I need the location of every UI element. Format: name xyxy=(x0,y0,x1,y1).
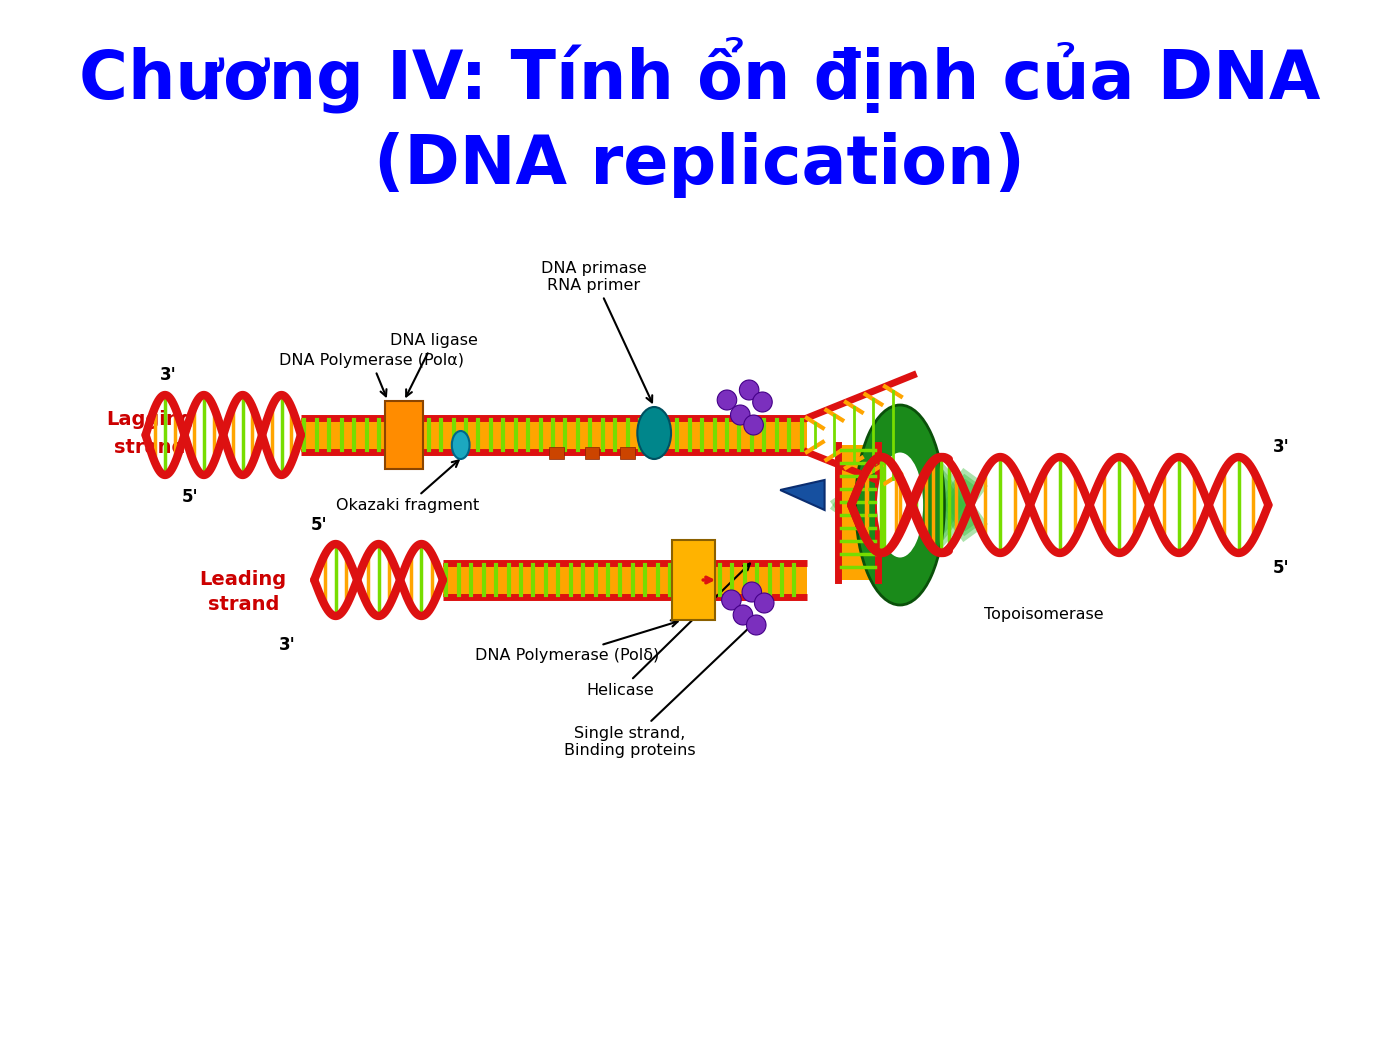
Text: 5': 5' xyxy=(1273,559,1290,577)
Bar xyxy=(838,445,877,580)
Ellipse shape xyxy=(744,415,764,435)
Text: strand: strand xyxy=(207,595,278,614)
Ellipse shape xyxy=(753,392,772,412)
Text: DNA Polymerase (Polδ): DNA Polymerase (Polδ) xyxy=(476,620,677,663)
Ellipse shape xyxy=(730,405,750,425)
Ellipse shape xyxy=(877,452,923,557)
Text: Single strand,
Binding proteins: Single strand, Binding proteins xyxy=(564,619,758,758)
Ellipse shape xyxy=(740,380,758,400)
Text: Topoisomerase: Topoisomerase xyxy=(985,607,1104,622)
Text: 3': 3' xyxy=(280,636,297,654)
Ellipse shape xyxy=(452,431,470,459)
Text: 3': 3' xyxy=(159,366,176,384)
Ellipse shape xyxy=(638,407,672,459)
Bar xyxy=(301,418,807,452)
Bar xyxy=(620,447,635,459)
Text: Okazaki fragment: Okazaki fragment xyxy=(336,461,478,513)
Bar xyxy=(585,447,599,459)
Ellipse shape xyxy=(718,390,737,410)
Text: Leading: Leading xyxy=(200,570,287,588)
Text: 3': 3' xyxy=(1273,438,1290,456)
Ellipse shape xyxy=(733,605,753,625)
Text: strand: strand xyxy=(115,438,186,457)
Bar xyxy=(550,447,564,459)
Ellipse shape xyxy=(741,582,761,602)
Text: 5': 5' xyxy=(311,516,327,534)
Ellipse shape xyxy=(754,593,774,613)
Text: (DNA replication): (DNA replication) xyxy=(374,132,1025,198)
FancyBboxPatch shape xyxy=(385,401,422,469)
Polygon shape xyxy=(781,480,824,510)
Ellipse shape xyxy=(856,405,944,605)
Text: Helicase: Helicase xyxy=(586,563,750,698)
Text: DNA ligase: DNA ligase xyxy=(390,333,478,397)
Text: Lagging: Lagging xyxy=(106,410,194,429)
Text: DNA Polymerase (Polα): DNA Polymerase (Polα) xyxy=(278,354,463,397)
Ellipse shape xyxy=(722,590,741,611)
Text: DNA primase
RNA primer: DNA primase RNA primer xyxy=(541,260,652,403)
Text: Chương IV: Tính ổn định của DNA: Chương IV: Tính ổn định của DNA xyxy=(78,37,1321,113)
Ellipse shape xyxy=(747,615,767,635)
FancyBboxPatch shape xyxy=(672,540,715,620)
Bar xyxy=(443,563,807,597)
Text: 5': 5' xyxy=(182,488,199,506)
